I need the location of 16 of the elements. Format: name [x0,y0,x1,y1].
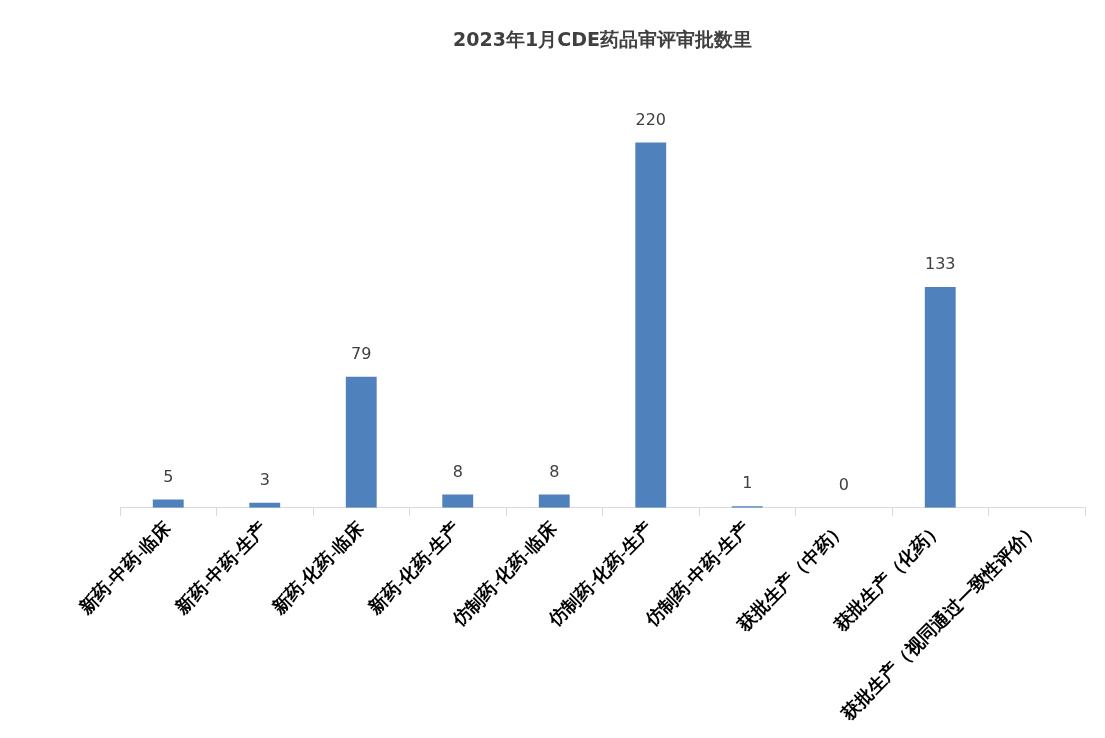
bar [635,142,667,508]
data-label: 8 [549,461,560,481]
bar [442,494,474,508]
data-label: 79 [351,343,372,363]
data-label: 3 [259,469,270,489]
data-label: 1 [742,473,753,493]
data-label: 220 [635,109,667,129]
data-label: 5 [163,466,174,486]
bar [345,376,377,508]
bar [924,287,956,508]
chart-title: 2023年1月CDE药品审评审批数里 [453,28,752,51]
x-tick-label: 新药-中药-生产 [171,518,271,619]
data-label: 133 [924,254,956,274]
data-label: 0 [838,474,849,494]
data-label: 8 [452,461,463,481]
bar [538,494,570,508]
